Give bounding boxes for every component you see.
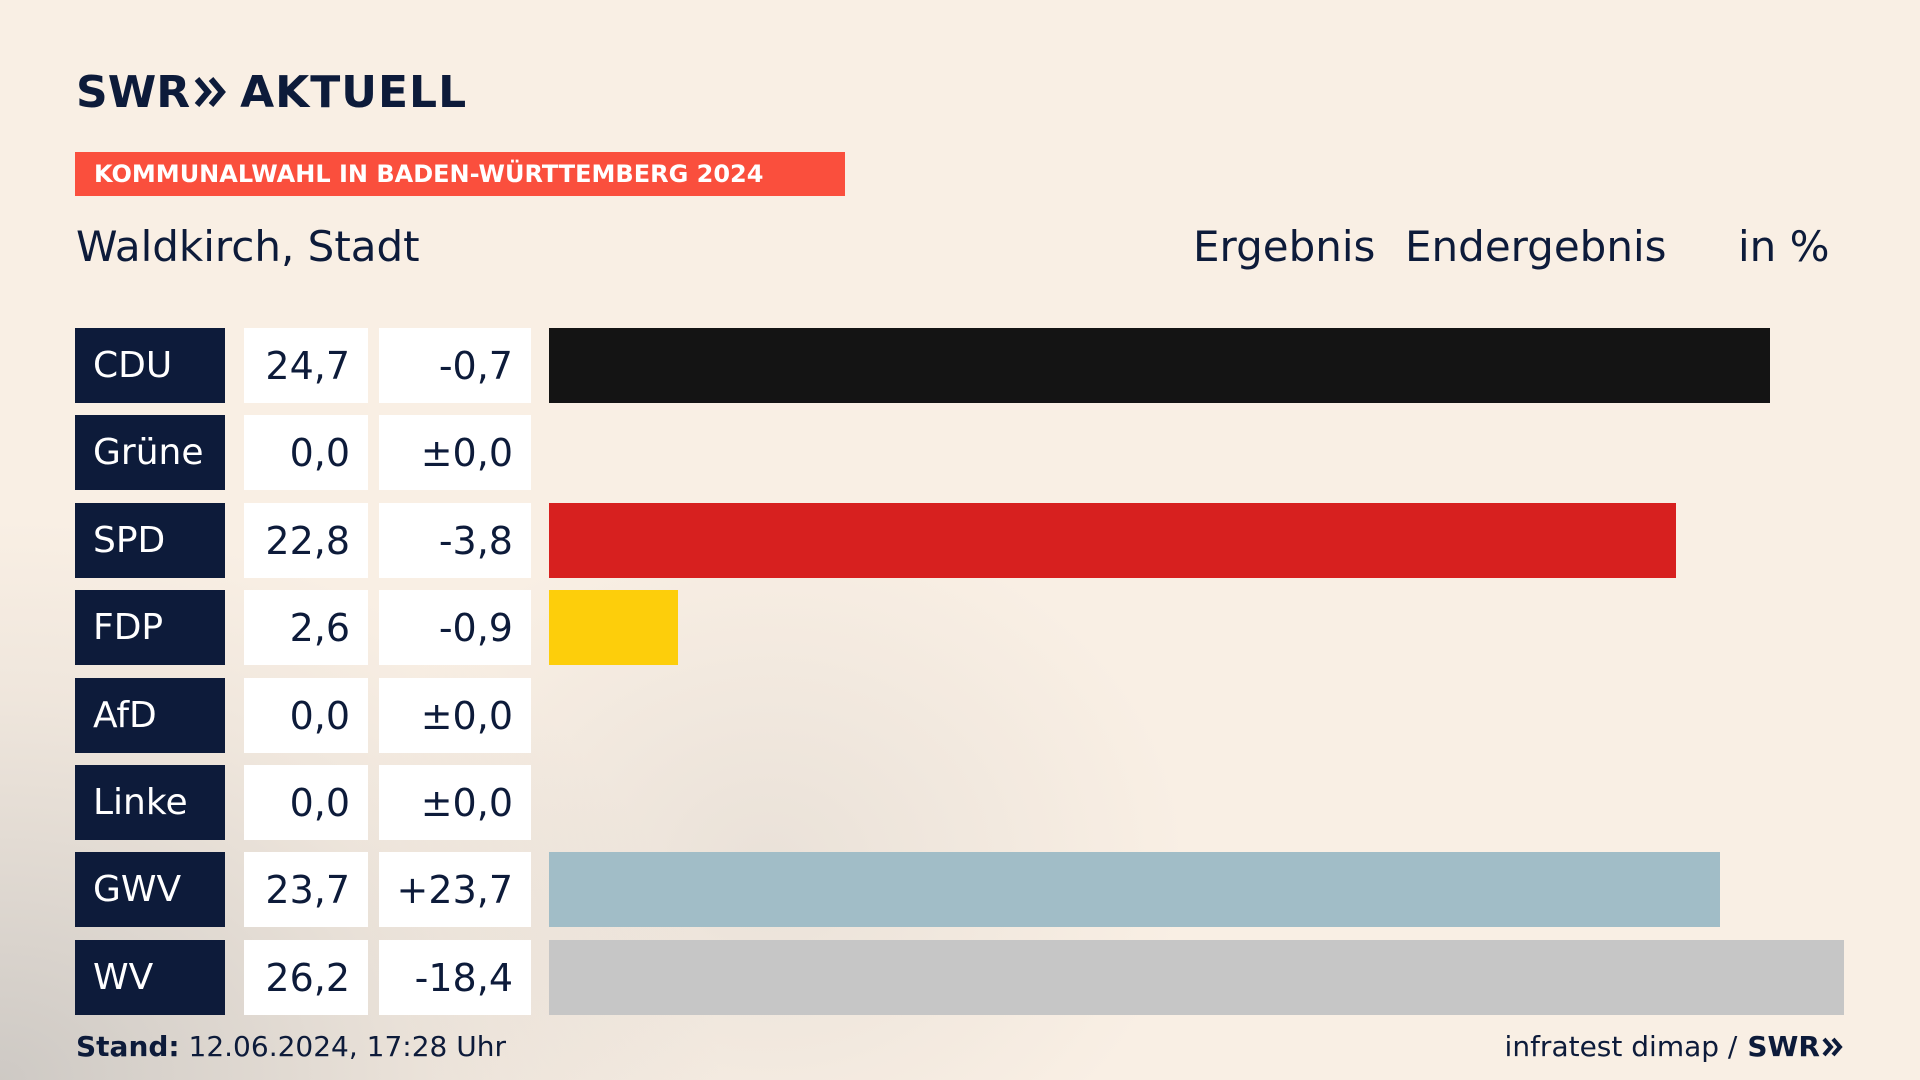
party-label: CDU: [75, 328, 225, 403]
logo-aktuell-text: AKTUELL: [240, 66, 468, 118]
result-value: 0,0: [244, 678, 368, 753]
result-row: FDP 2,6 -0,9: [0, 590, 1920, 665]
party-label: AfD: [75, 678, 225, 753]
chevron-double-small-icon: [1822, 1037, 1843, 1056]
swr-aktuell-logo: SWR AKTUELL: [76, 66, 468, 118]
result-value: 22,8: [244, 503, 368, 578]
result-row: WV 26,2 -18,4: [0, 940, 1920, 1015]
result-diff: +23,7: [379, 852, 531, 927]
result-row: Linke 0,0 ±0,0: [0, 765, 1920, 840]
result-diff: ±0,0: [379, 415, 531, 490]
result-value: 0,0: [244, 765, 368, 840]
swr-mini-logo-text: SWR: [1747, 1030, 1820, 1063]
stand-value: 12.06.2024, 17:28 Uhr: [188, 1030, 506, 1063]
logo-swr-text: SWR: [76, 66, 191, 118]
result-diff: -0,9: [379, 590, 531, 665]
header-unit: in %: [1738, 222, 1830, 271]
result-value: 26,2: [244, 940, 368, 1015]
result-bar: [549, 852, 1720, 927]
result-diff: -3,8: [379, 503, 531, 578]
result-value: 2,6: [244, 590, 368, 665]
result-bar: [549, 590, 678, 665]
result-value: 0,0: [244, 415, 368, 490]
party-label: FDP: [75, 590, 225, 665]
party-label: SPD: [75, 503, 225, 578]
result-row: CDU 24,7 -0,7: [0, 328, 1920, 403]
party-label: WV: [75, 940, 225, 1015]
result-row: SPD 22,8 -3,8: [0, 503, 1920, 578]
source-text: infratest dimap /: [1504, 1030, 1738, 1063]
result-bar: [549, 940, 1844, 1015]
footer-timestamp: Stand: 12.06.2024, 17:28 Uhr: [76, 1030, 506, 1063]
header-endergebnis: Endergebnis: [1405, 222, 1667, 271]
party-label: Grüne: [75, 415, 225, 490]
result-row: Grüne 0,0 ±0,0: [0, 415, 1920, 490]
result-diff: ±0,0: [379, 678, 531, 753]
result-diff: -18,4: [379, 940, 531, 1015]
party-label: GWV: [75, 852, 225, 927]
chevron-double-icon: [194, 76, 228, 108]
result-diff: ±0,0: [379, 765, 531, 840]
result-bar: [549, 328, 1770, 403]
result-diff: -0,7: [379, 328, 531, 403]
swr-mini-logo: SWR: [1747, 1030, 1844, 1063]
result-bar: [549, 503, 1676, 578]
place-title: Waldkirch, Stadt: [76, 222, 420, 271]
election-banner: KOMMUNALWAHL IN BADEN-WÜRTTEMBERG 2024: [75, 152, 845, 196]
result-value: 23,7: [244, 852, 368, 927]
footer-source: infratest dimap / SWR: [1505, 1030, 1844, 1063]
result-value: 24,7: [244, 328, 368, 403]
party-label: Linke: [75, 765, 225, 840]
result-row: AfD 0,0 ±0,0: [0, 678, 1920, 753]
result-row: GWV 23,7 +23,7: [0, 852, 1920, 927]
stand-label: Stand:: [76, 1030, 180, 1063]
header-ergebnis: Ergebnis: [1193, 222, 1376, 271]
